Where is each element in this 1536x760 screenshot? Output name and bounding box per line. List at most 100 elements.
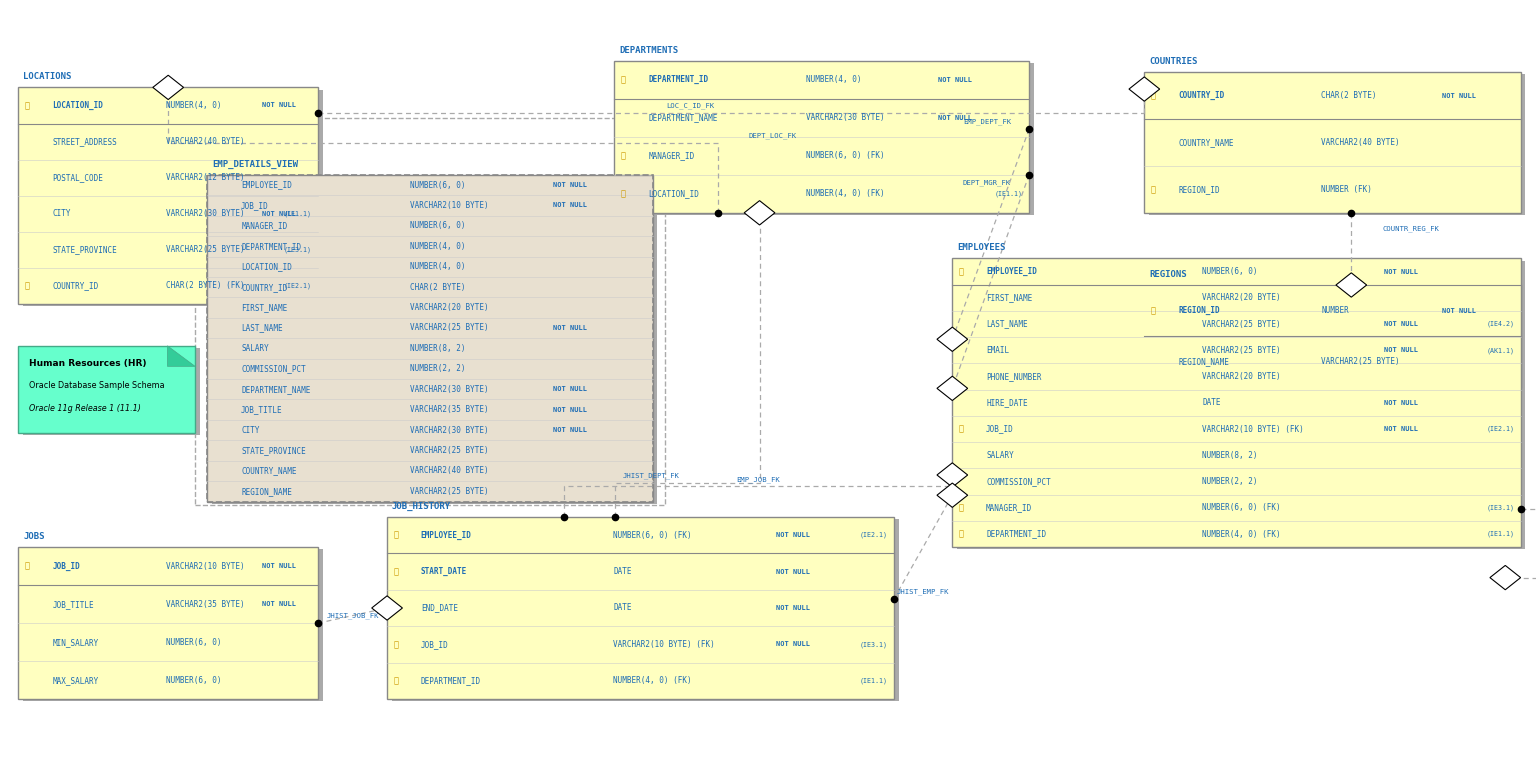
Text: DATE: DATE bbox=[613, 603, 631, 613]
Text: CITY: CITY bbox=[241, 426, 260, 435]
Text: DEPT_MGR_FK: DEPT_MGR_FK bbox=[963, 179, 1011, 186]
FancyBboxPatch shape bbox=[23, 90, 323, 306]
Text: EMPLOYEE_ID: EMPLOYEE_ID bbox=[421, 530, 472, 540]
FancyBboxPatch shape bbox=[957, 261, 1525, 549]
Text: DATE: DATE bbox=[613, 567, 631, 576]
Text: NOT NULL: NOT NULL bbox=[553, 325, 587, 331]
Text: EMP_DETAILS_VIEW: EMP_DETAILS_VIEW bbox=[212, 160, 298, 169]
Text: NUMBER(8, 2): NUMBER(8, 2) bbox=[1203, 451, 1258, 460]
Text: COMMISSION_PCT: COMMISSION_PCT bbox=[241, 364, 306, 373]
Text: JHIST_EMP_FK: JHIST_EMP_FK bbox=[897, 588, 949, 595]
Text: MANAGER_ID: MANAGER_ID bbox=[241, 221, 287, 230]
Text: VARCHAR2(25 BYTE): VARCHAR2(25 BYTE) bbox=[1203, 346, 1281, 355]
Text: EMPLOYEES: EMPLOYEES bbox=[957, 243, 1005, 252]
Text: NOT NULL: NOT NULL bbox=[553, 427, 587, 433]
Polygon shape bbox=[152, 75, 184, 100]
Text: ⚿: ⚿ bbox=[621, 75, 625, 84]
Text: MANAGER_ID: MANAGER_ID bbox=[986, 503, 1032, 512]
Text: NOT NULL: NOT NULL bbox=[1384, 347, 1418, 353]
Text: NUMBER(4, 0): NUMBER(4, 0) bbox=[410, 262, 465, 271]
Text: JOBS: JOBS bbox=[23, 532, 45, 541]
Text: COUNTRY_NAME: COUNTRY_NAME bbox=[241, 467, 296, 476]
Text: VARCHAR2(25 BYTE): VARCHAR2(25 BYTE) bbox=[410, 487, 488, 496]
Text: Oracle 11g Release 1 (11.1): Oracle 11g Release 1 (11.1) bbox=[29, 404, 141, 413]
Text: CITY: CITY bbox=[52, 209, 71, 218]
Text: VARCHAR2(35 BYTE): VARCHAR2(35 BYTE) bbox=[166, 600, 244, 609]
Text: NOT NULL: NOT NULL bbox=[1384, 268, 1418, 274]
Text: NUMBER(8, 2): NUMBER(8, 2) bbox=[410, 344, 465, 353]
Text: (IE4.2): (IE4.2) bbox=[1487, 321, 1514, 328]
Text: COUNTR_REG_FK: COUNTR_REG_FK bbox=[1382, 225, 1439, 232]
Text: DEPT_LOC_FK: DEPT_LOC_FK bbox=[750, 132, 797, 139]
Text: EMAIL: EMAIL bbox=[986, 346, 1009, 355]
Text: (IE3.1): (IE3.1) bbox=[284, 246, 312, 253]
Text: (IE1.1): (IE1.1) bbox=[995, 191, 1023, 197]
Text: VARCHAR2(40 BYTE): VARCHAR2(40 BYTE) bbox=[410, 467, 488, 476]
Text: VARCHAR2(20 BYTE): VARCHAR2(20 BYTE) bbox=[1203, 293, 1281, 302]
Polygon shape bbox=[167, 346, 195, 366]
Text: JOB_TITLE: JOB_TITLE bbox=[52, 600, 94, 609]
Text: END_DATE: END_DATE bbox=[421, 603, 458, 613]
Text: EMP_JOB_FK: EMP_JOB_FK bbox=[737, 476, 780, 483]
Text: DEPARTMENT_ID: DEPARTMENT_ID bbox=[648, 75, 708, 84]
FancyBboxPatch shape bbox=[1144, 72, 1521, 213]
Text: DEPARTMENT_ID: DEPARTMENT_ID bbox=[986, 530, 1046, 539]
Text: NUMBER(2, 2): NUMBER(2, 2) bbox=[410, 364, 465, 373]
Text: NUMBER(6, 0): NUMBER(6, 0) bbox=[410, 181, 465, 189]
Text: JHIST_DEPT_FK: JHIST_DEPT_FK bbox=[624, 472, 680, 479]
Text: ⚿: ⚿ bbox=[958, 267, 963, 276]
Text: NOT NULL: NOT NULL bbox=[553, 386, 587, 392]
Polygon shape bbox=[937, 376, 968, 401]
Text: NUMBER(6, 0) (FK): NUMBER(6, 0) (FK) bbox=[613, 530, 693, 540]
Text: (IE3.1): (IE3.1) bbox=[860, 641, 888, 648]
Text: NOT NULL: NOT NULL bbox=[261, 103, 296, 109]
Text: VARCHAR2(30 BYTE): VARCHAR2(30 BYTE) bbox=[410, 385, 488, 394]
Text: VARCHAR2(30 BYTE): VARCHAR2(30 BYTE) bbox=[806, 113, 885, 122]
Text: LAST_NAME: LAST_NAME bbox=[241, 324, 283, 332]
Text: NOT NULL: NOT NULL bbox=[553, 407, 587, 413]
Text: DEPARTMENT_NAME: DEPARTMENT_NAME bbox=[241, 385, 310, 394]
Text: NOT NULL: NOT NULL bbox=[776, 568, 809, 575]
Text: VARCHAR2(30 BYTE): VARCHAR2(30 BYTE) bbox=[166, 209, 244, 218]
Text: NUMBER(6, 0): NUMBER(6, 0) bbox=[1203, 267, 1258, 276]
Text: VARCHAR2(35 BYTE): VARCHAR2(35 BYTE) bbox=[410, 405, 488, 414]
Text: VARCHAR2(20 BYTE): VARCHAR2(20 BYTE) bbox=[410, 303, 488, 312]
FancyBboxPatch shape bbox=[387, 517, 894, 699]
Text: NUMBER(4, 0) (FK): NUMBER(4, 0) (FK) bbox=[806, 189, 885, 198]
Text: JOB_TITLE: JOB_TITLE bbox=[241, 405, 283, 414]
Text: VARCHAR2(12 BYTE): VARCHAR2(12 BYTE) bbox=[166, 173, 244, 182]
Text: VARCHAR2(40 BYTE): VARCHAR2(40 BYTE) bbox=[166, 137, 244, 146]
Text: VARCHAR2(25 BYTE): VARCHAR2(25 BYTE) bbox=[410, 446, 488, 455]
Text: ⚿: ⚿ bbox=[958, 425, 963, 433]
Text: DEPARTMENT_ID: DEPARTMENT_ID bbox=[241, 242, 301, 251]
Text: NUMBER(6, 0): NUMBER(6, 0) bbox=[410, 221, 465, 230]
FancyBboxPatch shape bbox=[23, 549, 323, 701]
FancyBboxPatch shape bbox=[207, 175, 653, 502]
Text: VARCHAR2(30 BYTE): VARCHAR2(30 BYTE) bbox=[410, 426, 488, 435]
Text: NUMBER(4, 0): NUMBER(4, 0) bbox=[166, 101, 221, 110]
Polygon shape bbox=[743, 201, 774, 225]
Text: POSTAL_CODE: POSTAL_CODE bbox=[52, 173, 103, 182]
Text: STATE_PROVINCE: STATE_PROVINCE bbox=[241, 446, 306, 455]
Text: COUNTRY_ID: COUNTRY_ID bbox=[241, 283, 287, 292]
Text: SALARY: SALARY bbox=[241, 344, 269, 353]
Text: STREET_ADDRESS: STREET_ADDRESS bbox=[52, 137, 117, 146]
Text: START_DATE: START_DATE bbox=[421, 567, 467, 576]
Text: NOT NULL: NOT NULL bbox=[1384, 321, 1418, 327]
Text: JOB_ID: JOB_ID bbox=[986, 425, 1014, 433]
Text: NOT NULL: NOT NULL bbox=[1384, 400, 1418, 406]
Text: ⚿: ⚿ bbox=[958, 503, 963, 512]
Text: (IE1.1): (IE1.1) bbox=[284, 211, 312, 217]
Text: COMMISSION_PCT: COMMISSION_PCT bbox=[986, 477, 1051, 486]
Text: ⚿: ⚿ bbox=[1150, 91, 1155, 100]
Text: (IE1.1): (IE1.1) bbox=[1487, 530, 1514, 537]
Text: NUMBER(6, 0): NUMBER(6, 0) bbox=[166, 676, 221, 685]
Text: NUMBER(6, 0) (FK): NUMBER(6, 0) (FK) bbox=[1203, 503, 1281, 512]
Text: MAX_SALARY: MAX_SALARY bbox=[52, 676, 98, 685]
Polygon shape bbox=[1490, 565, 1521, 590]
Text: LOCATIONS: LOCATIONS bbox=[23, 72, 71, 81]
FancyBboxPatch shape bbox=[614, 61, 1029, 213]
Text: NUMBER(4, 0) (FK): NUMBER(4, 0) (FK) bbox=[613, 676, 693, 686]
Text: LOCATION_ID: LOCATION_ID bbox=[52, 101, 103, 110]
Text: EMPLOYEE_ID: EMPLOYEE_ID bbox=[241, 181, 292, 189]
